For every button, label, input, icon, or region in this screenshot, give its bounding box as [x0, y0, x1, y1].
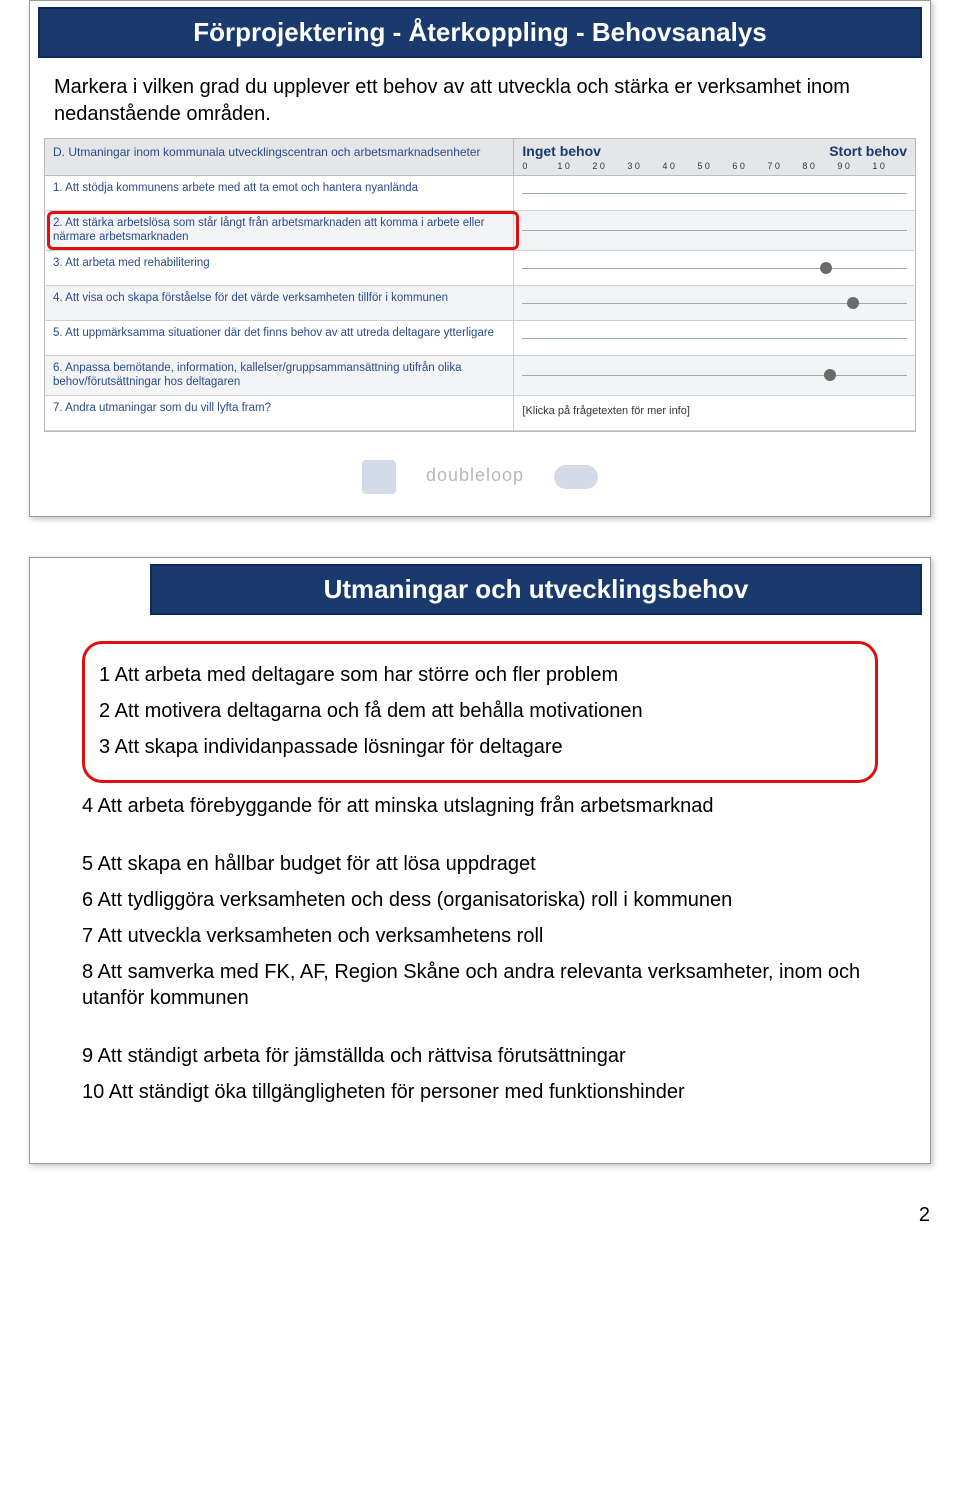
survey-row: 3. Att arbeta med rehabilitering — [45, 251, 915, 286]
slider-marker[interactable] — [824, 369, 836, 381]
tick: 8 0 — [802, 161, 837, 175]
list-item: 3 Att skapa individanpassade lösningar f… — [99, 734, 861, 760]
logo-doubleloop: doubleloop — [426, 465, 524, 485]
highlight-box — [47, 211, 519, 250]
tick: 9 0 — [837, 161, 872, 175]
section-label: D. Utmaningar inom kommunala utvecklings… — [45, 139, 514, 175]
list-item: 5 Att skapa en hållbar budget för att lö… — [82, 851, 878, 877]
track-line — [522, 230, 907, 231]
survey-row: 5. Att uppmärksamma situationer där det … — [45, 321, 915, 356]
scale-header: Inget behov Stort behov 01 02 03 04 05 0… — [514, 139, 915, 175]
track-line — [522, 375, 907, 376]
slide1-title-bar: Förprojektering - Återkoppling - Behovsa… — [38, 7, 922, 58]
track-line — [522, 193, 907, 194]
survey-row: 6. Anpassa bemötande, information, kalle… — [45, 356, 915, 396]
scale-low: Inget behov — [522, 143, 601, 159]
question-text[interactable]: 5. Att uppmärksamma situationer där det … — [45, 321, 514, 355]
survey-header-row: D. Utmaningar inom kommunala utvecklings… — [45, 139, 915, 176]
page-number: 2 — [0, 1204, 960, 1237]
slider-track[interactable] — [514, 251, 915, 285]
question-text[interactable]: 3. Att arbeta med rehabilitering — [45, 251, 514, 285]
survey-row: 1. Att stödja kommunens arbete med att t… — [45, 176, 915, 211]
tick: 2 0 — [592, 161, 627, 175]
survey-row: 4. Att visa och skapa förståelse för det… — [45, 286, 915, 321]
slider-marker[interactable] — [820, 262, 832, 274]
tick: 3 0 — [627, 161, 662, 175]
track-line — [522, 338, 907, 339]
slider-track[interactable] — [514, 356, 915, 395]
list-item: 6 Att tydliggöra verksamheten och dess (… — [82, 887, 878, 913]
tick: 1 0 — [872, 161, 907, 175]
list-item: 8 Att samverka med FK, AF, Region Skåne … — [82, 959, 878, 1011]
list-item: 9 Att ständigt arbeta för jämställda och… — [82, 1043, 878, 1069]
tick: 1 0 — [557, 161, 592, 175]
slide2-title-bar: Utmaningar och utvecklingsbehov — [150, 564, 922, 615]
tick: 7 0 — [767, 161, 802, 175]
slide1-intro: Markera i vilken grad du upplever ett be… — [30, 66, 930, 138]
list-item: 4 Att arbeta förebyggande för att minska… — [82, 793, 878, 819]
question-text[interactable]: 1. Att stödja kommunens arbete med att t… — [45, 176, 514, 210]
scale-high: Stort behov — [829, 143, 907, 159]
tick: 0 — [522, 161, 557, 175]
info-hint: [Klicka på frågetexten för mer info] — [522, 405, 690, 417]
list-item: 7 Att utveckla verksamheten och verksamh… — [82, 923, 878, 949]
slide-1: Förprojektering - Återkoppling - Behovsa… — [29, 0, 931, 517]
slider-track[interactable] — [514, 286, 915, 320]
highlighted-group: 1 Att arbeta med deltagare som har störr… — [82, 641, 878, 783]
question-text[interactable]: 6. Anpassa bemötande, information, kalle… — [45, 356, 514, 395]
survey-row: 2. Att stärka arbetslösa som står långt … — [45, 211, 915, 251]
tick: 4 0 — [662, 161, 697, 175]
question-text[interactable]: 2. Att stärka arbetslösa som står långt … — [45, 211, 514, 250]
tick: 5 0 — [697, 161, 732, 175]
slide2-title: Utmaningar och utvecklingsbehov — [162, 574, 910, 605]
question-text[interactable]: 7. Andra utmaningar som du vill lyfta fr… — [45, 396, 514, 430]
slider-track[interactable]: [Klicka på frågetexten för mer info] — [514, 396, 915, 430]
slider-track[interactable] — [514, 211, 915, 250]
logo-badge-icon — [362, 460, 396, 494]
logo-row: doubleloop — [30, 446, 930, 516]
track-line — [522, 268, 907, 269]
list-item: 2 Att motivera deltagarna och få dem att… — [99, 698, 861, 724]
list-item: 10 Att ständigt öka tillgängligheten för… — [82, 1079, 878, 1105]
tick: 6 0 — [732, 161, 767, 175]
list-item: 1 Att arbeta med deltagare som har störr… — [99, 662, 861, 688]
slider-marker[interactable] — [847, 297, 859, 309]
survey-table: D. Utmaningar inom kommunala utvecklings… — [44, 138, 916, 432]
logo-pill-icon — [554, 465, 598, 489]
slider-track[interactable] — [514, 176, 915, 210]
slide-2: Utmaningar och utvecklingsbehov 1 Att ar… — [29, 557, 931, 1164]
slide1-title: Förprojektering - Återkoppling - Behovsa… — [50, 17, 910, 48]
slide2-content: 1 Att arbeta med deltagare som har störr… — [54, 631, 906, 1139]
question-text[interactable]: 4. Att visa och skapa förståelse för det… — [45, 286, 514, 320]
slider-track[interactable] — [514, 321, 915, 355]
scale-ticks: 01 02 03 04 05 06 07 08 09 01 0 — [522, 161, 907, 175]
survey-row: 7. Andra utmaningar som du vill lyfta fr… — [45, 396, 915, 431]
